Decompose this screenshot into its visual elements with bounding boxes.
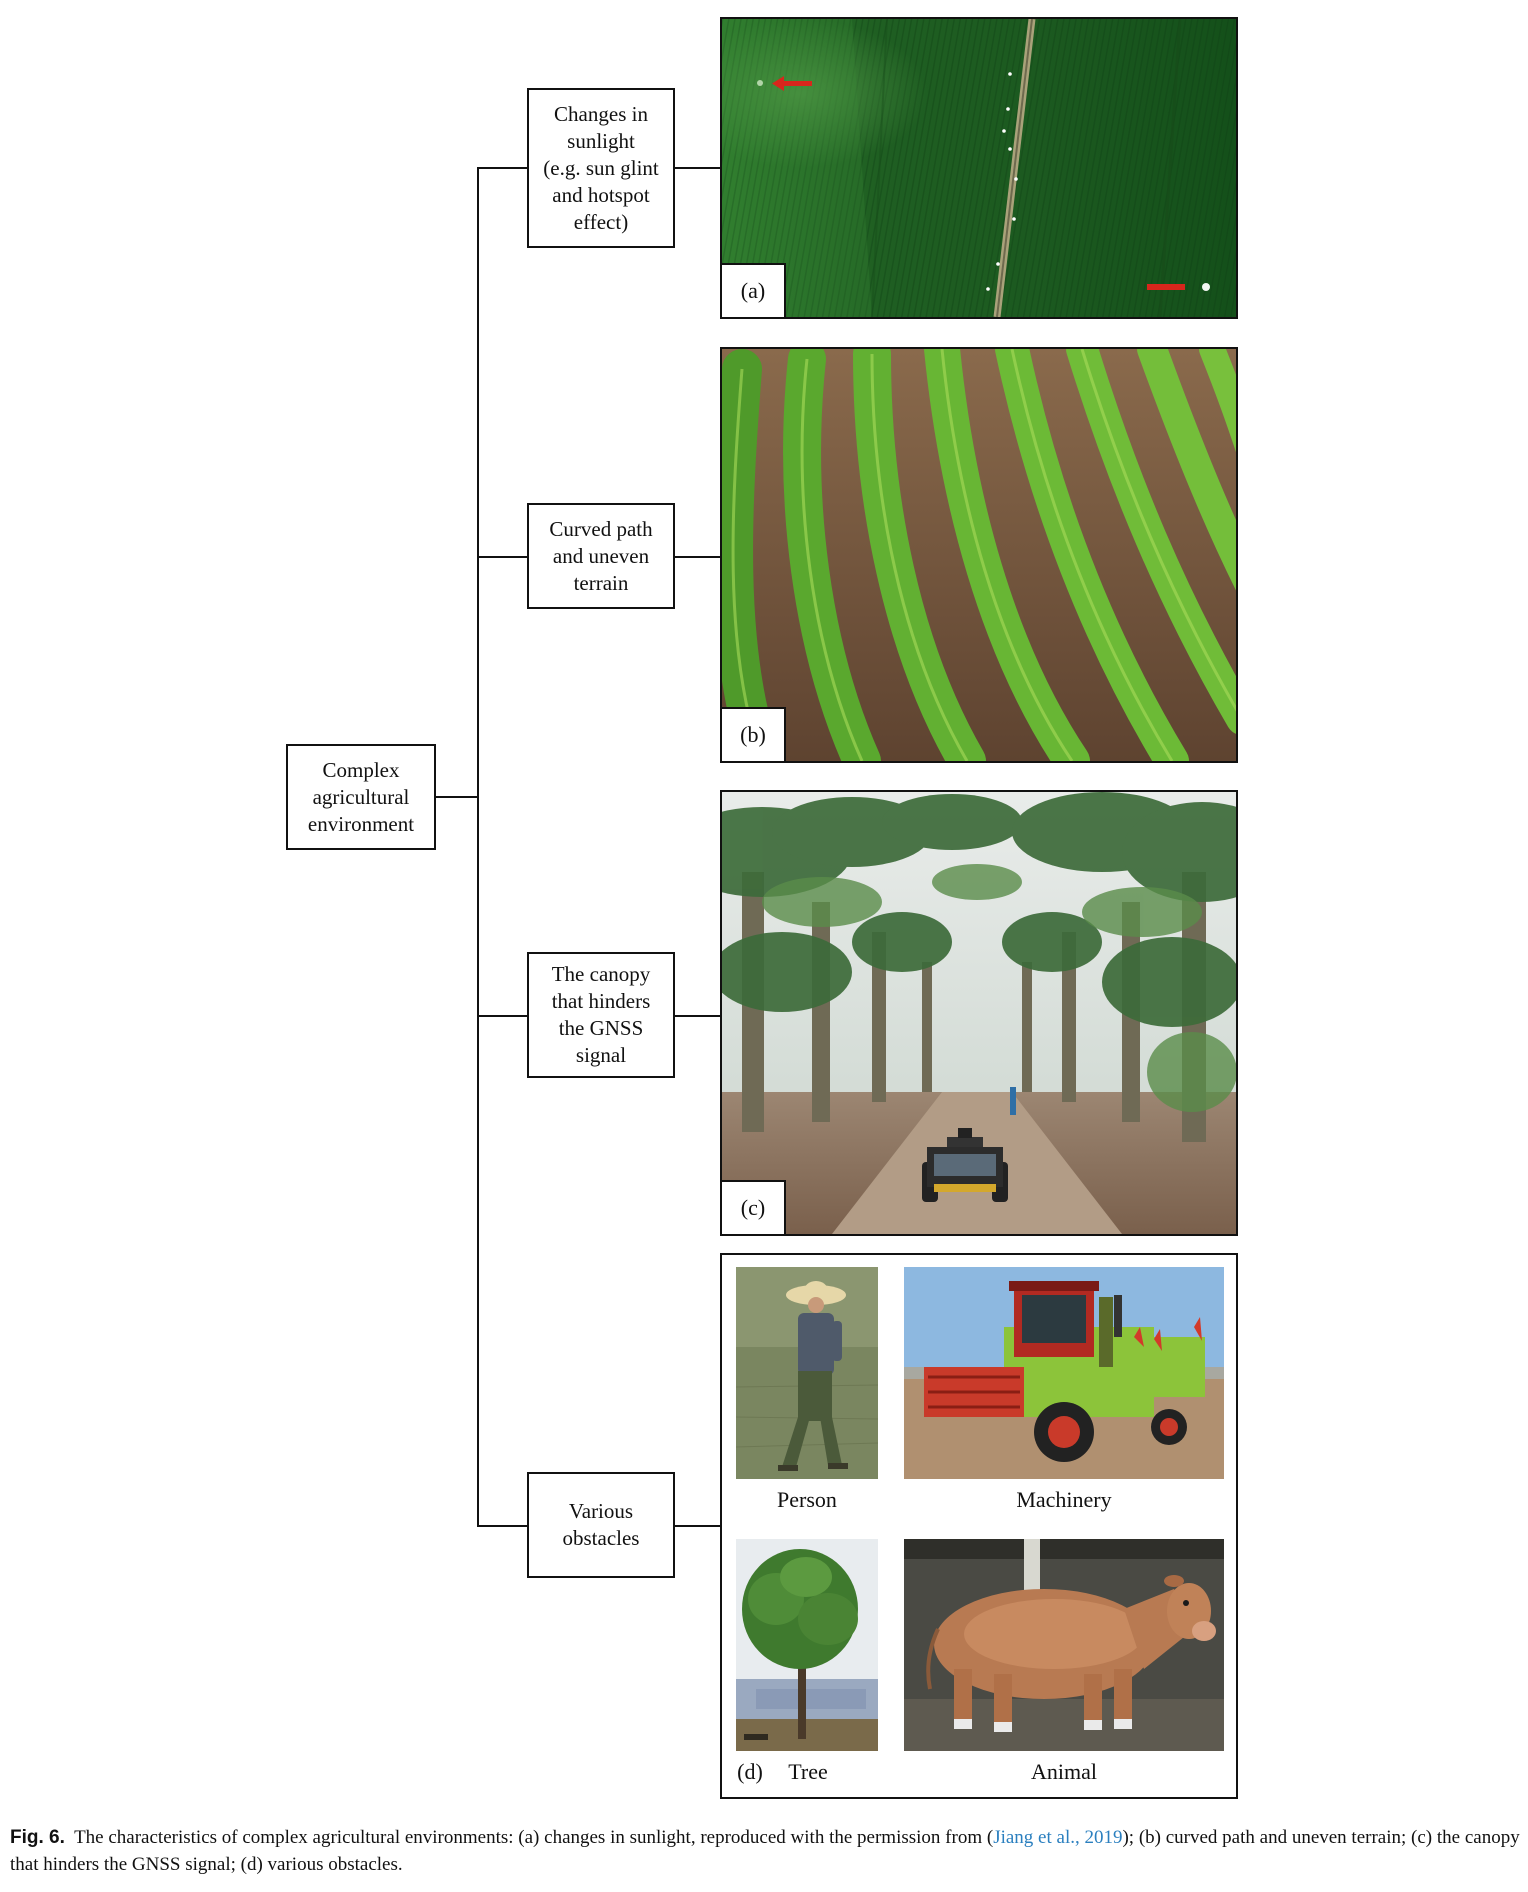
branch-line-c-left — [477, 1015, 527, 1017]
panel-c-label: (c) — [722, 1180, 786, 1234]
root-connector — [436, 796, 478, 798]
aerial-crop-field-image — [722, 19, 1236, 317]
panel-d-obstacles: Person — [720, 1253, 1238, 1799]
panel-d-label: (d) — [737, 1759, 763, 1784]
branch-line-c-right — [675, 1015, 720, 1017]
obstacle-caption-tree: Tree — [788, 1759, 828, 1784]
trunk-line — [477, 168, 479, 1526]
panel-b-label: (b) — [722, 707, 786, 761]
obstacle-tree-photo — [736, 1539, 878, 1751]
obstacle-caption-machinery: Machinery — [1016, 1487, 1112, 1512]
machinery-image — [904, 1267, 1224, 1479]
red-arrow-icon — [772, 76, 812, 91]
branch-line-d-right — [675, 1525, 720, 1527]
caption-text-before: The characteristics of complex agricultu… — [74, 1827, 994, 1848]
red-arrow-icon — [1147, 284, 1185, 290]
person-image — [736, 1267, 878, 1479]
branch-line-b-right — [675, 556, 720, 558]
branch-line-a-right — [675, 167, 720, 169]
robot-vehicle — [922, 1128, 1008, 1202]
panel-a-aerial-photo: (a) — [720, 17, 1238, 319]
branch-node-terrain: Curved path and uneven terrain — [527, 503, 675, 609]
obstacle-caption-animal: Animal — [1031, 1759, 1097, 1784]
branch-node-canopy: The canopy that hinders the GNSS signal — [527, 952, 675, 1078]
branch-node-sunlight: Changes in sunlight (e.g. sun glint and … — [527, 88, 675, 248]
curved-crop-rows-image — [722, 349, 1236, 761]
figure-caption: Fig. 6. The characteristics of complex a… — [10, 1824, 1520, 1878]
obstacle-person-photo — [736, 1267, 878, 1479]
animal-image — [904, 1539, 1224, 1751]
obstacle-caption-person: Person — [777, 1487, 837, 1512]
figure-number: Fig. 6. — [10, 1827, 65, 1848]
branch-line-b-left — [477, 556, 527, 558]
root-node: Complex agricultural environment — [286, 744, 436, 850]
obstacle-animal-photo — [904, 1539, 1224, 1751]
caption-text-after: ); (b) curved path and uneven terrain; (… — [10, 1827, 1520, 1875]
banana-plantation-robot-image — [722, 792, 1236, 1234]
branch-node-obstacles: Various obstacles — [527, 1472, 675, 1578]
branch-line-a-left — [477, 167, 527, 169]
branch-line-d-left — [477, 1525, 527, 1527]
panel-c-canopy-photo: (c) — [720, 790, 1238, 1236]
panel-a-label: (a) — [722, 263, 786, 317]
obstacle-machinery-photo — [904, 1267, 1224, 1479]
citation-link[interactable]: Jiang et al., 2019 — [993, 1827, 1123, 1848]
panel-b-rows-photo: (b) — [720, 347, 1238, 763]
tree-image — [736, 1539, 878, 1751]
